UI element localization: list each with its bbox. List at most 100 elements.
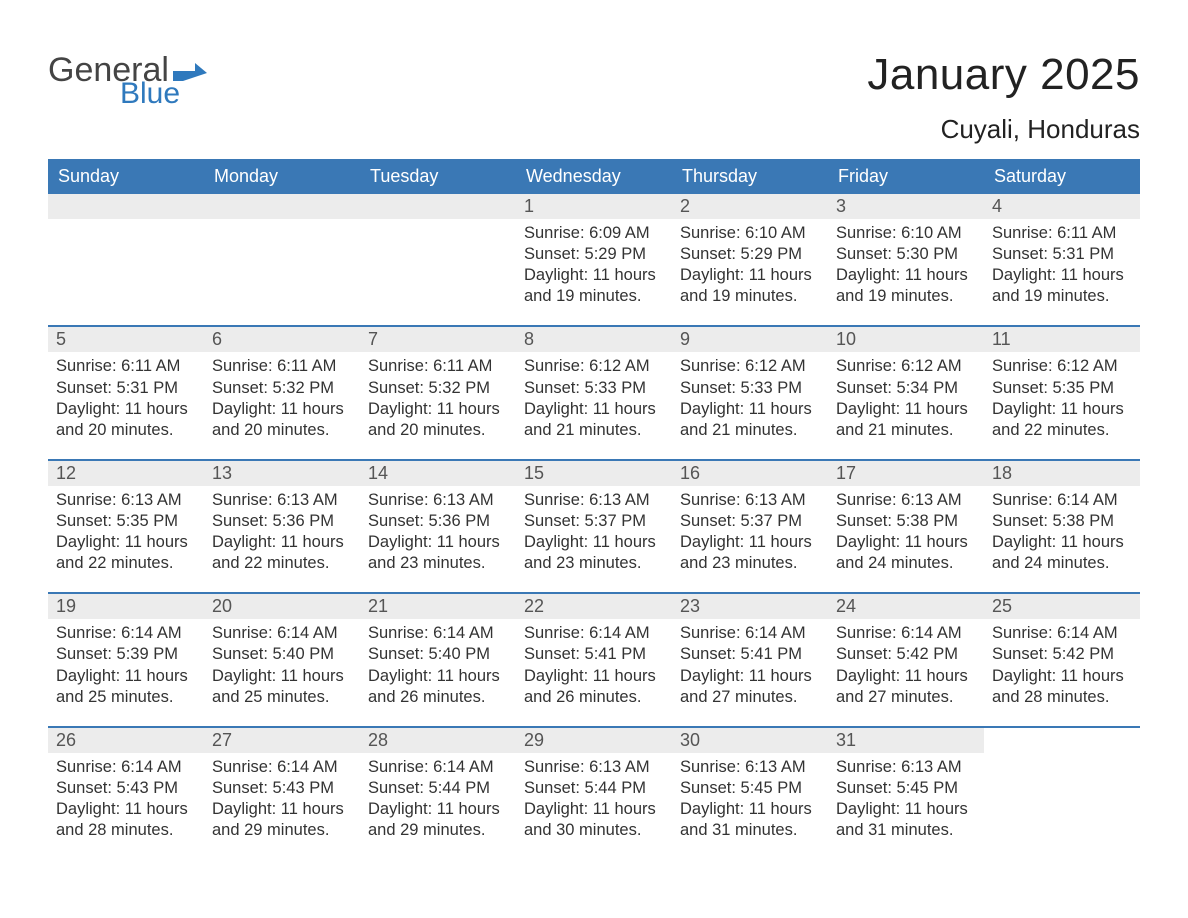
daylight-text: Daylight: 11 hours and 21 minutes. bbox=[524, 399, 664, 441]
daylight-text: Daylight: 11 hours and 21 minutes. bbox=[680, 399, 820, 441]
sunrise-text: Sunrise: 6:13 AM bbox=[680, 490, 820, 511]
sunrise-text: Sunrise: 6:14 AM bbox=[992, 490, 1132, 511]
day-number: 12 bbox=[48, 461, 204, 486]
daylight-text: Daylight: 11 hours and 20 minutes. bbox=[368, 399, 508, 441]
calendar-day-cell: 14Sunrise: 6:13 AMSunset: 5:36 PMDayligh… bbox=[360, 461, 516, 592]
day-content: Sunrise: 6:14 AMSunset: 5:43 PMDaylight:… bbox=[48, 753, 204, 841]
day-content: Sunrise: 6:13 AMSunset: 5:35 PMDaylight:… bbox=[48, 486, 204, 574]
day-number: 1 bbox=[516, 194, 672, 219]
calendar-day-cell: 19Sunrise: 6:14 AMSunset: 5:39 PMDayligh… bbox=[48, 594, 204, 725]
weekday-header-cell: Monday bbox=[204, 159, 360, 194]
day-number: 23 bbox=[672, 594, 828, 619]
day-content bbox=[48, 219, 204, 299]
calendar-day-cell: 11Sunrise: 6:12 AMSunset: 5:35 PMDayligh… bbox=[984, 327, 1140, 458]
sunset-text: Sunset: 5:45 PM bbox=[680, 778, 820, 799]
day-number: 2 bbox=[672, 194, 828, 219]
day-content bbox=[204, 219, 360, 299]
sunrise-text: Sunrise: 6:14 AM bbox=[368, 757, 508, 778]
day-number: 11 bbox=[984, 327, 1140, 352]
day-number: 4 bbox=[984, 194, 1140, 219]
weekday-header-cell: Friday bbox=[828, 159, 984, 194]
sunrise-text: Sunrise: 6:12 AM bbox=[524, 356, 664, 377]
day-content: Sunrise: 6:14 AMSunset: 5:42 PMDaylight:… bbox=[984, 619, 1140, 707]
sunrise-text: Sunrise: 6:14 AM bbox=[836, 623, 976, 644]
calendar-week-row: 19Sunrise: 6:14 AMSunset: 5:39 PMDayligh… bbox=[48, 592, 1140, 725]
day-number: 13 bbox=[204, 461, 360, 486]
sunrise-text: Sunrise: 6:13 AM bbox=[368, 490, 508, 511]
day-content: Sunrise: 6:11 AMSunset: 5:31 PMDaylight:… bbox=[984, 219, 1140, 307]
day-content: Sunrise: 6:13 AMSunset: 5:45 PMDaylight:… bbox=[828, 753, 984, 841]
day-content: Sunrise: 6:10 AMSunset: 5:30 PMDaylight:… bbox=[828, 219, 984, 307]
daylight-text: Daylight: 11 hours and 19 minutes. bbox=[992, 265, 1132, 307]
sunset-text: Sunset: 5:29 PM bbox=[680, 244, 820, 265]
daylight-text: Daylight: 11 hours and 23 minutes. bbox=[524, 532, 664, 574]
sunrise-text: Sunrise: 6:14 AM bbox=[680, 623, 820, 644]
sunset-text: Sunset: 5:42 PM bbox=[992, 644, 1132, 665]
daylight-text: Daylight: 11 hours and 28 minutes. bbox=[992, 666, 1132, 708]
sunset-text: Sunset: 5:36 PM bbox=[368, 511, 508, 532]
calendar-day-cell: 16Sunrise: 6:13 AMSunset: 5:37 PMDayligh… bbox=[672, 461, 828, 592]
sunrise-text: Sunrise: 6:12 AM bbox=[680, 356, 820, 377]
calendar-day-cell: 8 Sunrise: 6:12 AMSunset: 5:33 PMDaylight… bbox=[516, 327, 672, 458]
daylight-text: Daylight: 11 hours and 25 minutes. bbox=[56, 666, 196, 708]
day-content: Sunrise: 6:14 AMSunset: 5:40 PMDaylight:… bbox=[204, 619, 360, 707]
day-number: 30 bbox=[672, 728, 828, 753]
day-content: Sunrise: 6:13 AMSunset: 5:45 PMDaylight:… bbox=[672, 753, 828, 841]
day-content: Sunrise: 6:14 AMSunset: 5:43 PMDaylight:… bbox=[204, 753, 360, 841]
sunset-text: Sunset: 5:35 PM bbox=[992, 378, 1132, 399]
day-number: 8 bbox=[516, 327, 672, 352]
calendar-day-cell bbox=[204, 194, 360, 325]
month-title: January 2025 bbox=[867, 50, 1140, 100]
daylight-text: Daylight: 11 hours and 26 minutes. bbox=[368, 666, 508, 708]
daylight-text: Daylight: 11 hours and 29 minutes. bbox=[212, 799, 352, 841]
day-content: Sunrise: 6:13 AMSunset: 5:36 PMDaylight:… bbox=[204, 486, 360, 574]
daylight-text: Daylight: 11 hours and 29 minutes. bbox=[368, 799, 508, 841]
sunrise-text: Sunrise: 6:11 AM bbox=[368, 356, 508, 377]
daylight-text: Daylight: 11 hours and 27 minutes. bbox=[836, 666, 976, 708]
calendar-day-cell: 20Sunrise: 6:14 AMSunset: 5:40 PMDayligh… bbox=[204, 594, 360, 725]
daylight-text: Daylight: 11 hours and 23 minutes. bbox=[368, 532, 508, 574]
sunrise-text: Sunrise: 6:14 AM bbox=[56, 757, 196, 778]
daylight-text: Daylight: 11 hours and 20 minutes. bbox=[56, 399, 196, 441]
weekday-header-row: SundayMondayTuesdayWednesdayThursdayFrid… bbox=[48, 159, 1140, 194]
sunrise-text: Sunrise: 6:14 AM bbox=[524, 623, 664, 644]
day-number: 20 bbox=[204, 594, 360, 619]
sunrise-text: Sunrise: 6:12 AM bbox=[992, 356, 1132, 377]
day-content: Sunrise: 6:12 AMSunset: 5:35 PMDaylight:… bbox=[984, 352, 1140, 440]
sunset-text: Sunset: 5:39 PM bbox=[56, 644, 196, 665]
daylight-text: Daylight: 11 hours and 24 minutes. bbox=[992, 532, 1132, 574]
day-number: 28 bbox=[360, 728, 516, 753]
calendar-day-cell: 15Sunrise: 6:13 AMSunset: 5:37 PMDayligh… bbox=[516, 461, 672, 592]
sunrise-text: Sunrise: 6:14 AM bbox=[368, 623, 508, 644]
sunrise-text: Sunrise: 6:10 AM bbox=[836, 223, 976, 244]
daylight-text: Daylight: 11 hours and 19 minutes. bbox=[680, 265, 820, 307]
calendar-day-cell bbox=[48, 194, 204, 325]
sunset-text: Sunset: 5:44 PM bbox=[368, 778, 508, 799]
calendar-day-cell: 1Sunrise: 6:09 AMSunset: 5:29 PMDaylight… bbox=[516, 194, 672, 325]
weekday-header-cell: Wednesday bbox=[516, 159, 672, 194]
day-content bbox=[984, 753, 1140, 833]
sunset-text: Sunset: 5:33 PM bbox=[524, 378, 664, 399]
sunrise-text: Sunrise: 6:13 AM bbox=[56, 490, 196, 511]
title-block: January 2025 Cuyali, Honduras bbox=[867, 50, 1140, 145]
calendar-day-cell: 6Sunrise: 6:11 AMSunset: 5:32 PMDaylight… bbox=[204, 327, 360, 458]
sunrise-text: Sunrise: 6:13 AM bbox=[524, 490, 664, 511]
calendar-week-row: 26Sunrise: 6:14 AMSunset: 5:43 PMDayligh… bbox=[48, 726, 1140, 859]
sunrise-text: Sunrise: 6:14 AM bbox=[212, 757, 352, 778]
calendar-day-cell: 30Sunrise: 6:13 AMSunset: 5:45 PMDayligh… bbox=[672, 728, 828, 859]
day-content: Sunrise: 6:09 AMSunset: 5:29 PMDaylight:… bbox=[516, 219, 672, 307]
calendar-grid: SundayMondayTuesdayWednesdayThursdayFrid… bbox=[48, 159, 1140, 859]
day-content: Sunrise: 6:13 AMSunset: 5:37 PMDaylight:… bbox=[516, 486, 672, 574]
daylight-text: Daylight: 11 hours and 22 minutes. bbox=[992, 399, 1132, 441]
sunrise-text: Sunrise: 6:11 AM bbox=[56, 356, 196, 377]
sunrise-text: Sunrise: 6:09 AM bbox=[524, 223, 664, 244]
calendar-page: General Blue January 2025 Cuyali, Hondur… bbox=[0, 0, 1188, 899]
sunset-text: Sunset: 5:41 PM bbox=[680, 644, 820, 665]
sunrise-text: Sunrise: 6:14 AM bbox=[992, 623, 1132, 644]
page-header: General Blue January 2025 Cuyali, Hondur… bbox=[48, 50, 1140, 145]
daylight-text: Daylight: 11 hours and 19 minutes. bbox=[836, 265, 976, 307]
day-content: Sunrise: 6:11 AMSunset: 5:32 PMDaylight:… bbox=[204, 352, 360, 440]
day-content: Sunrise: 6:11 AMSunset: 5:32 PMDaylight:… bbox=[360, 352, 516, 440]
sunrise-text: Sunrise: 6:13 AM bbox=[680, 757, 820, 778]
location-label: Cuyali, Honduras bbox=[867, 114, 1140, 145]
